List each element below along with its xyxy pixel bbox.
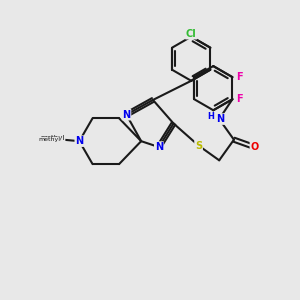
Text: Cl: Cl (186, 29, 196, 39)
Text: N: N (122, 110, 130, 120)
Text: N: N (217, 114, 225, 124)
Text: H: H (208, 112, 214, 121)
Text: methyl: methyl (40, 135, 65, 141)
Text: O: O (250, 142, 259, 152)
Text: methyl: methyl (38, 137, 60, 142)
Text: S: S (195, 141, 202, 151)
Text: F: F (236, 94, 243, 104)
Text: N: N (75, 136, 83, 146)
Text: N: N (155, 142, 163, 152)
Text: F: F (236, 72, 243, 82)
